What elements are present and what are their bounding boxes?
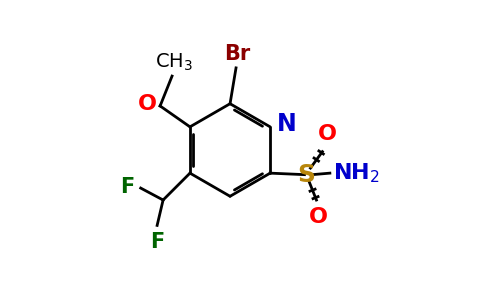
Text: O: O xyxy=(308,208,327,227)
Text: O: O xyxy=(318,124,337,144)
Text: S: S xyxy=(297,163,315,187)
Text: Br: Br xyxy=(225,44,251,64)
Text: N: N xyxy=(277,112,297,136)
Text: F: F xyxy=(150,232,164,252)
Text: CH$_3$: CH$_3$ xyxy=(154,51,193,73)
Text: F: F xyxy=(121,177,135,196)
Text: O: O xyxy=(137,94,156,114)
Text: NH$_2$: NH$_2$ xyxy=(333,161,380,185)
